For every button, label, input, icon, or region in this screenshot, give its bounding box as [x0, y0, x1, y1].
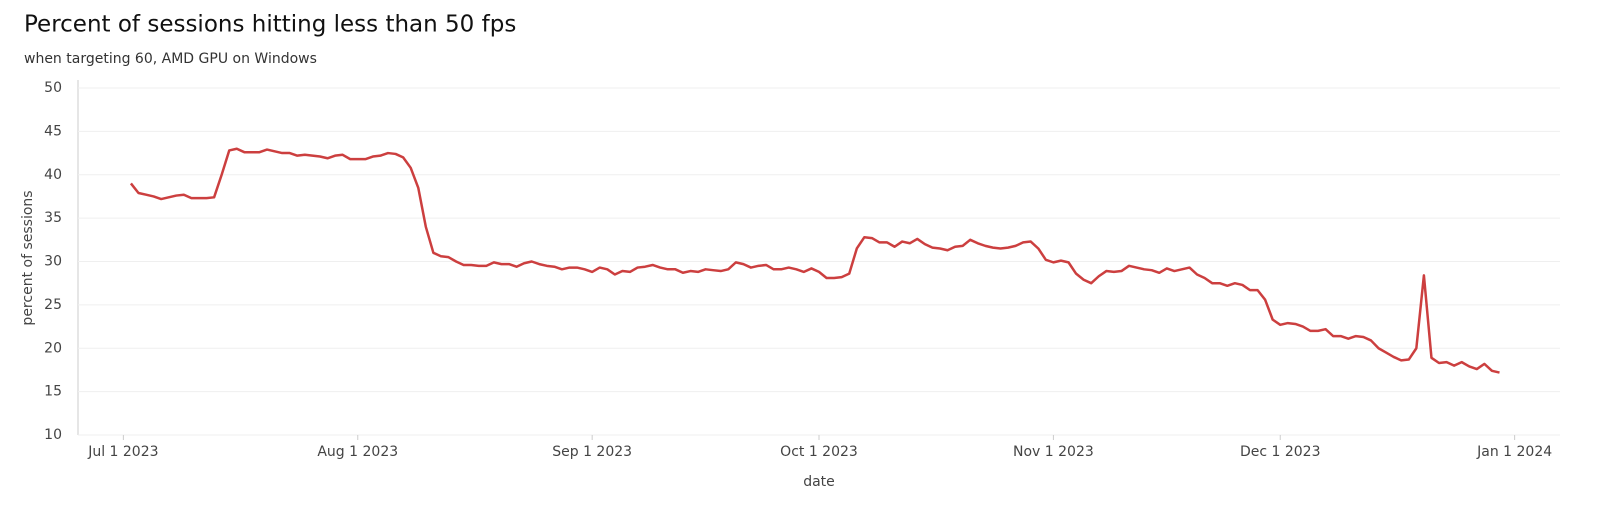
x-tick-label: Jan 1 2024 — [1476, 444, 1552, 460]
x-tick-label: Nov 1 2023 — [1013, 444, 1094, 460]
x-tick-label: Sep 1 2023 — [552, 444, 632, 460]
y-tick-label: 50 — [44, 80, 62, 96]
y-tick-label: 35 — [44, 210, 62, 226]
y-tick-label: 20 — [44, 340, 62, 356]
y-tick-label: 30 — [44, 254, 62, 270]
y-tick-label: 45 — [44, 123, 62, 139]
x-tick-label: Aug 1 2023 — [317, 444, 398, 460]
y-tick-label: 25 — [44, 297, 62, 313]
data-line — [129, 147, 1500, 374]
x-tick-label: Jul 1 2023 — [87, 444, 158, 460]
y-tick-label: 15 — [44, 384, 62, 400]
y-axis-label: percent of sessions — [20, 190, 36, 325]
y-tick-label: 10 — [44, 427, 62, 443]
chart-subtitle: when targeting 60, AMD GPU on Windows — [24, 51, 317, 67]
y-tick-label: 40 — [44, 167, 62, 183]
x-tick-label: Oct 1 2023 — [780, 444, 858, 460]
chart-title: Percent of sessions hitting less than 50… — [24, 12, 516, 38]
x-tick-label: Dec 1 2023 — [1240, 444, 1321, 460]
x-axis-label: date — [803, 474, 835, 490]
